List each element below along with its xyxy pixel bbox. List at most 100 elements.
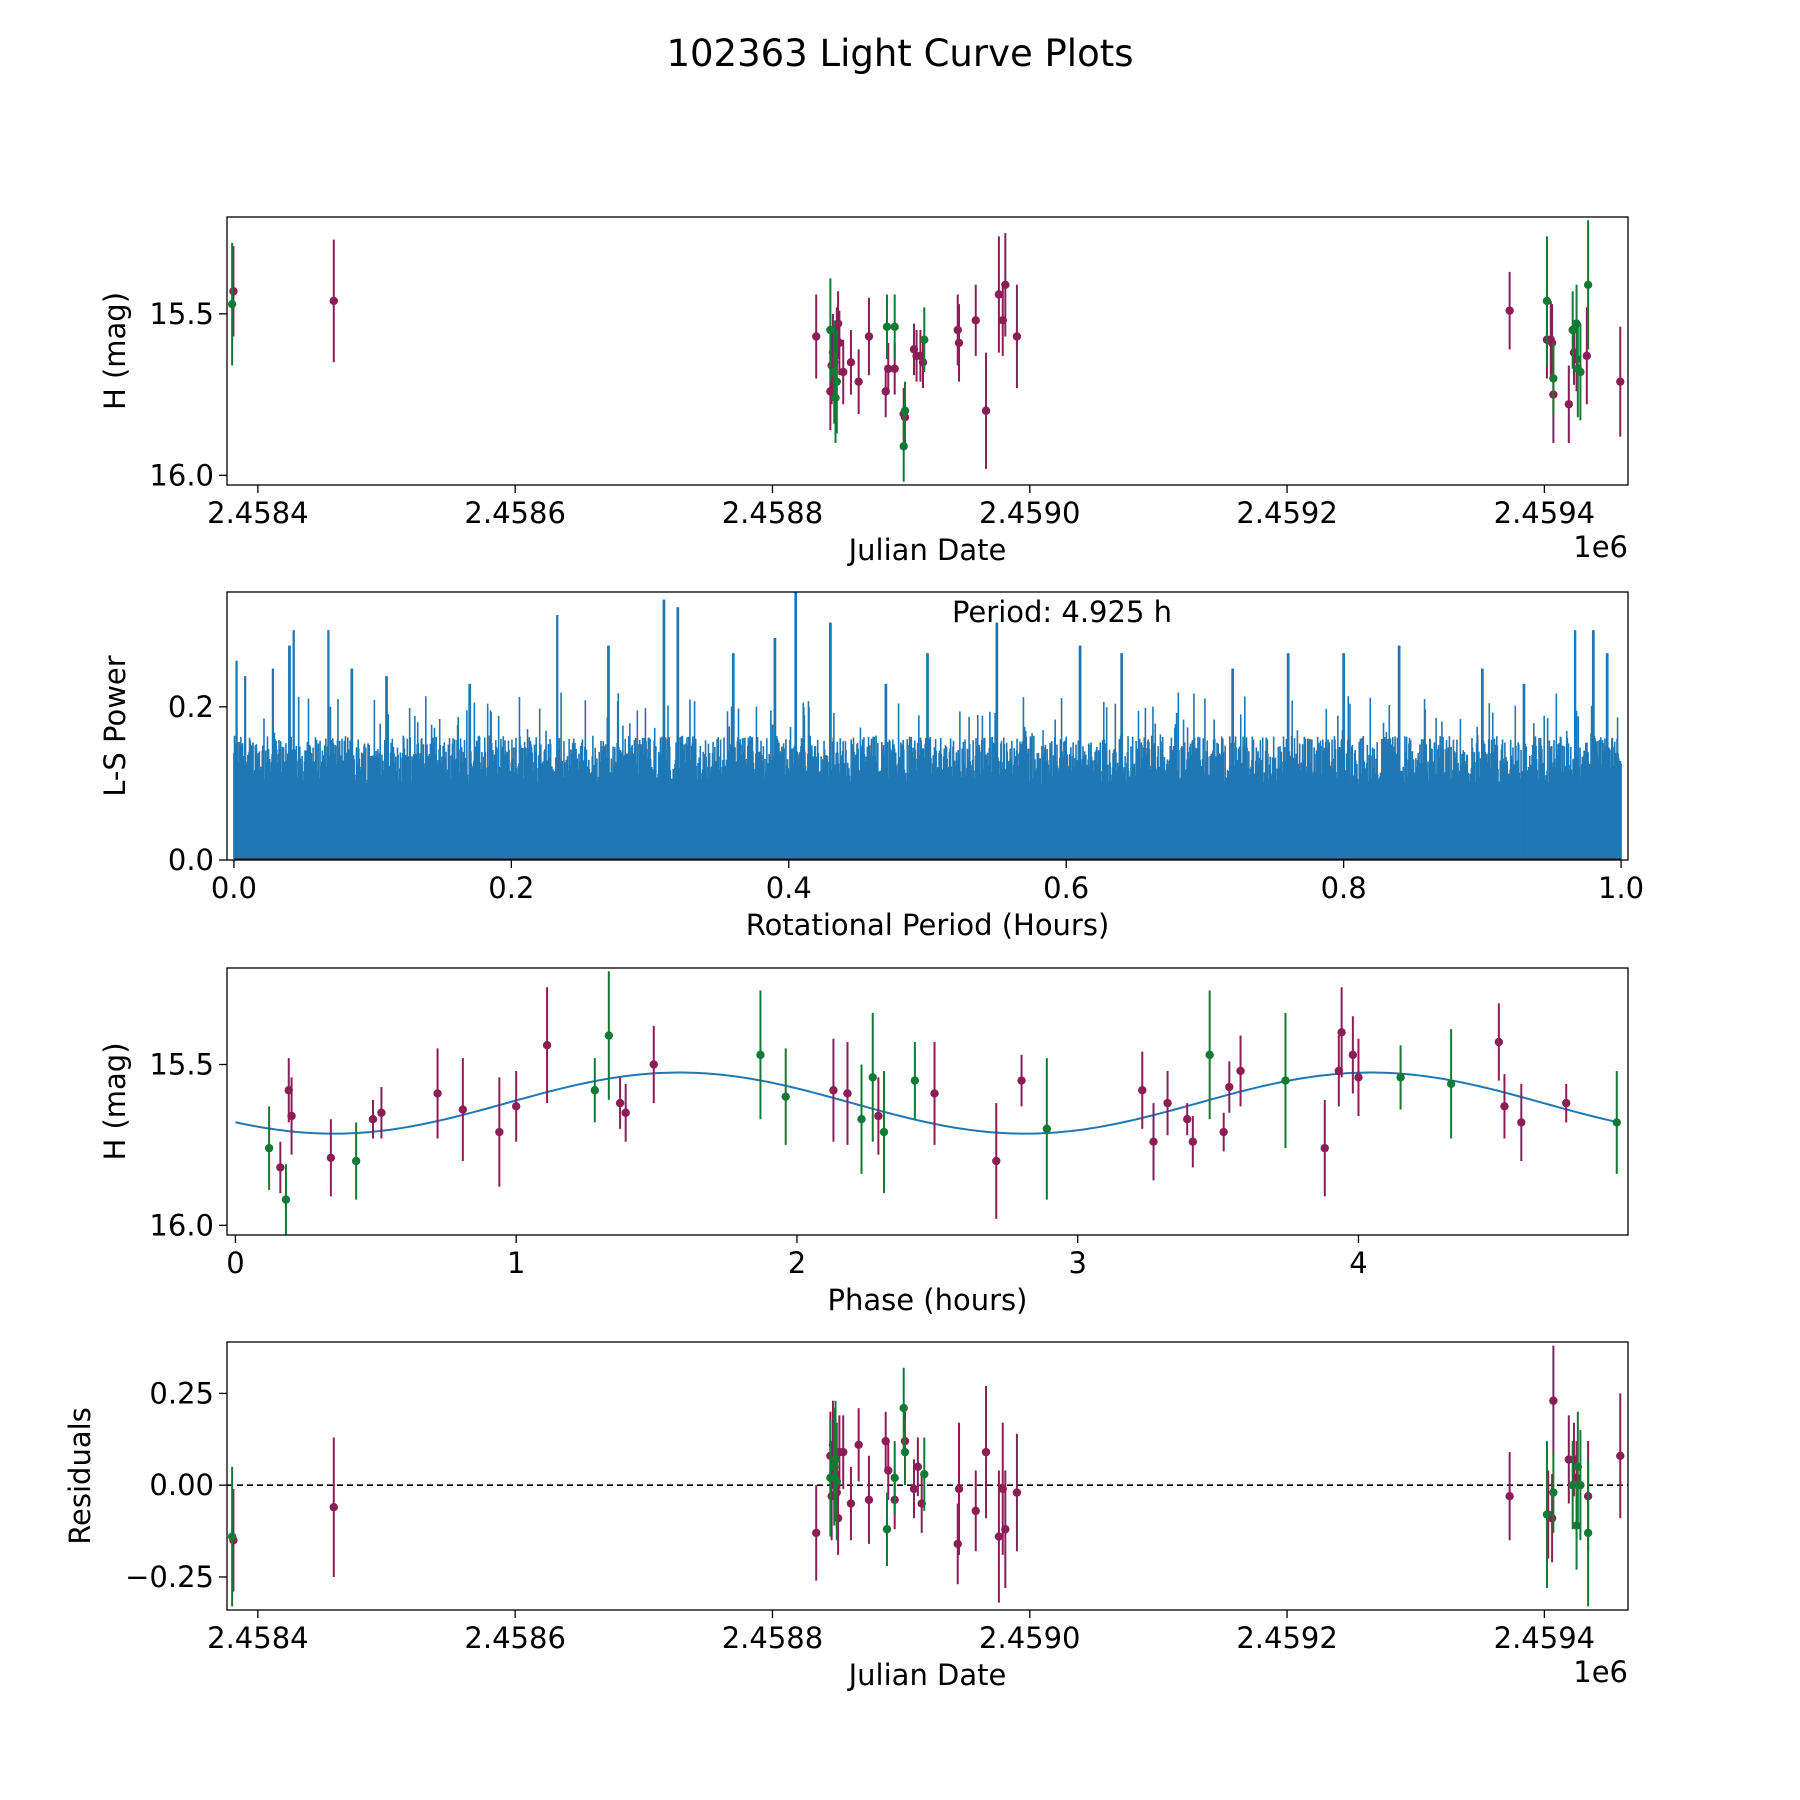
data-point — [604, 1031, 614, 1040]
data-point — [1001, 1525, 1010, 1534]
data-point — [1337, 1028, 1346, 1037]
data-point — [1542, 1510, 1552, 1519]
data-point — [971, 316, 980, 325]
periodogram-line — [233, 592, 1622, 860]
data-point — [890, 364, 899, 373]
x-axis-label: Phase (hours) — [828, 1283, 1028, 1317]
data-point — [1188, 1137, 1198, 1146]
data-point — [329, 1503, 338, 1512]
data-point — [1547, 338, 1557, 348]
data-point — [1549, 1396, 1558, 1405]
data-point — [910, 1076, 920, 1085]
data-point — [1572, 1521, 1581, 1530]
series-purple — [276, 987, 1571, 1219]
x-tick-label: 0 — [226, 1246, 244, 1280]
data-point — [1542, 296, 1552, 306]
data-point — [890, 322, 899, 331]
data-point — [1562, 1098, 1571, 1108]
data-point — [812, 1528, 821, 1538]
data-point — [1446, 1079, 1456, 1089]
data-point — [1616, 1451, 1625, 1461]
data-point — [1549, 1488, 1558, 1497]
x-tick-label: 2.4588 — [722, 496, 823, 530]
x-tick-label: 1.0 — [1598, 871, 1644, 905]
figure-title: 102363 Light Curve Plots — [666, 32, 1133, 75]
data-point — [590, 1086, 599, 1095]
data-point — [1281, 1076, 1290, 1085]
x-tick-label: 2.4594 — [1494, 496, 1595, 530]
data-point — [495, 1127, 504, 1137]
x-offset-label: 1e6 — [1573, 530, 1628, 564]
data-point — [1017, 1076, 1026, 1085]
x-tick-label: 2 — [788, 1246, 806, 1280]
data-point — [1582, 351, 1592, 361]
y-tick-label: 0.25 — [149, 1376, 214, 1410]
data-point — [900, 1447, 910, 1457]
data-point — [1138, 1086, 1147, 1095]
y-tick-label: 16.0 — [149, 1208, 214, 1242]
y-tick-label: 16.0 — [149, 458, 214, 492]
data-point — [1219, 1127, 1228, 1137]
data-point — [913, 1462, 923, 1472]
x-tick-label: 2.4592 — [1236, 1621, 1337, 1655]
y-axis-label: L-S Power — [98, 655, 132, 796]
y-tick-label: 0.2 — [168, 690, 214, 724]
data-point — [829, 1086, 838, 1095]
data-point — [864, 1495, 874, 1505]
data-point — [1012, 1488, 1022, 1497]
x-tick-label: 0.6 — [1043, 871, 1089, 905]
x-tick-label: 2.4584 — [207, 1621, 308, 1655]
data-point — [1042, 1124, 1052, 1134]
data-point — [1564, 400, 1574, 409]
data-point — [884, 1466, 893, 1475]
data-point — [1583, 280, 1593, 290]
x-tick-label: 3 — [1068, 1246, 1086, 1280]
plot-frame — [226, 967, 1629, 1236]
data-point — [433, 1089, 442, 1098]
data-point — [1149, 1137, 1158, 1146]
x-tick-label: 0.0 — [211, 871, 257, 905]
y-axis-label: H (mag) — [98, 292, 132, 410]
data-point — [1568, 325, 1577, 335]
data-point — [649, 1060, 658, 1069]
plot-frame — [226, 1341, 1629, 1611]
data-point — [874, 1111, 883, 1121]
y-tick-label: 15.5 — [149, 297, 214, 331]
data-point — [839, 367, 848, 377]
data-point — [1576, 1480, 1585, 1490]
subplot-light-curve: 2.4584 2.4586 2.4588 2.4590 2.4592 2.4594 16.0… — [98, 216, 1629, 567]
plot-area — [233, 592, 1622, 860]
data-point — [992, 1156, 1001, 1166]
plot-frame — [226, 216, 1629, 486]
data-point — [1236, 1066, 1245, 1076]
y-tick-label: 15.5 — [149, 1048, 214, 1082]
y-tick-label: 0.00 — [149, 1468, 214, 1502]
x-tick-label: 2.4588 — [722, 1621, 823, 1655]
data-point — [1494, 1037, 1504, 1047]
model-fit-line — [235, 1071, 1619, 1135]
data-point — [930, 1089, 939, 1098]
data-point — [854, 377, 863, 386]
data-point — [1505, 1491, 1514, 1501]
x-tick-label: 2.4586 — [464, 496, 565, 530]
data-point — [542, 1041, 552, 1050]
data-point — [981, 1447, 991, 1457]
data-point — [884, 364, 893, 373]
data-point — [368, 1114, 378, 1124]
data-point — [826, 1473, 835, 1483]
data-point — [994, 290, 1004, 299]
data-point — [1183, 1114, 1192, 1124]
data-point — [287, 1111, 296, 1121]
data-point — [831, 393, 840, 403]
data-point — [1225, 1082, 1234, 1092]
x-tick-label: 2.4586 — [464, 1621, 565, 1655]
data-point — [227, 1532, 237, 1541]
data-point — [615, 1098, 625, 1108]
x-axis-label: Julian Date — [847, 533, 1007, 567]
data-point — [377, 1108, 386, 1117]
data-point — [1396, 1073, 1405, 1082]
data-point — [920, 335, 929, 344]
x-tick-label: 0.4 — [766, 871, 812, 905]
data-point — [1348, 1050, 1358, 1060]
